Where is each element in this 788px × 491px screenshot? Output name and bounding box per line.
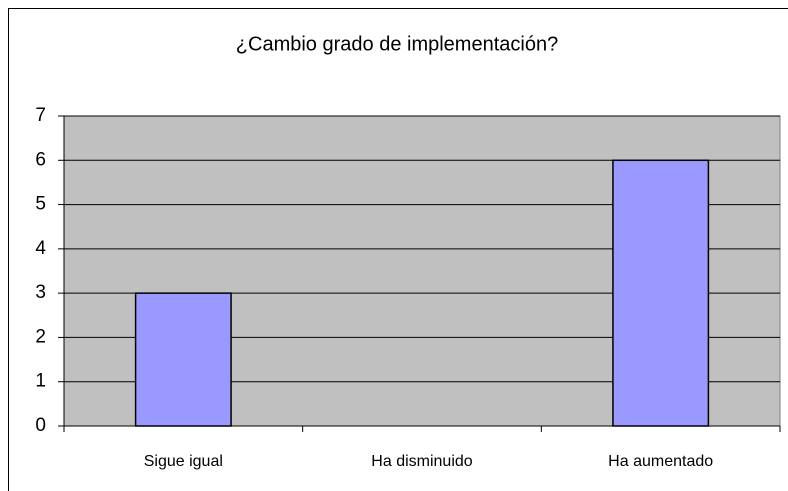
y-tick-label: 1 — [35, 371, 46, 392]
y-tick-label: 4 — [35, 238, 46, 259]
y-tick-label: 5 — [35, 194, 46, 215]
y-tick-label: 7 — [35, 105, 46, 126]
bar — [612, 159, 710, 427]
y-tick-label: 0 — [35, 415, 46, 436]
bar — [134, 292, 232, 427]
y-tick-label: 3 — [35, 282, 46, 303]
x-tick-label: Sigue igual — [144, 453, 223, 470]
y-tick-label: 6 — [35, 149, 46, 170]
x-tick-label: Ha disminuido — [371, 453, 472, 470]
chart-title: ¿Cambio grado de implementación? — [236, 33, 558, 55]
x-tick-label: Ha aumentado — [608, 453, 713, 470]
y-tick-label: 2 — [35, 326, 46, 347]
